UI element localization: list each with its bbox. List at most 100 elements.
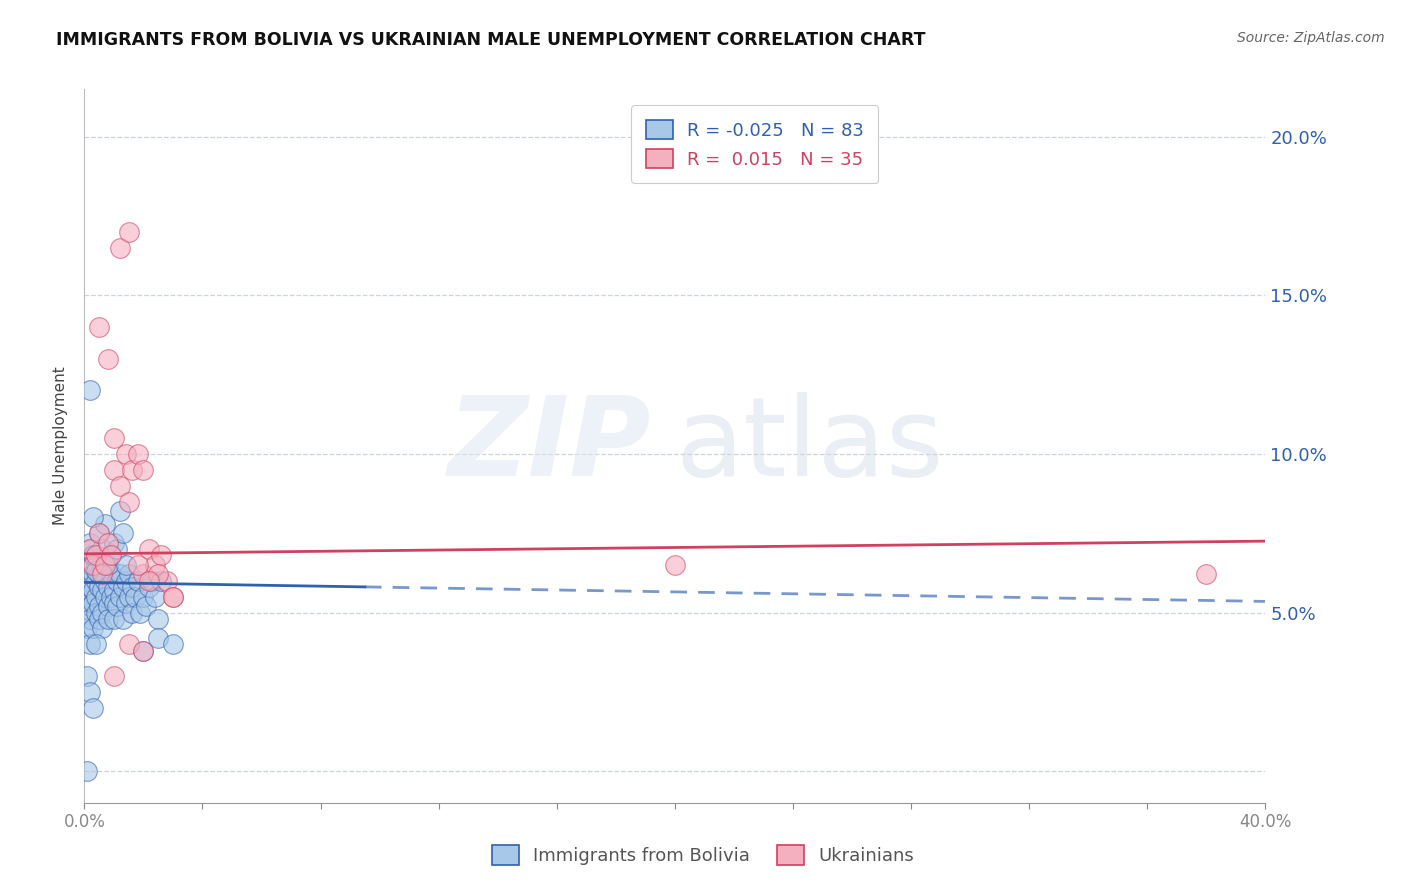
- Point: [105, 542, 128, 557]
- Point: [84, 590, 107, 604]
- Point: [89, 612, 111, 626]
- Legend: R = -0.025   N = 83, R =  0.015   N = 35: R = -0.025 N = 83, R = 0.015 N = 35: [631, 105, 879, 183]
- Point: [76, 669, 98, 683]
- Point: [89, 526, 111, 541]
- Legend: Immigrants from Bolivia, Ukrainians: Immigrants from Bolivia, Ukrainians: [482, 836, 924, 874]
- Point: [91, 621, 114, 635]
- Point: [76, 606, 98, 620]
- Point: [114, 596, 136, 610]
- Y-axis label: Male Unemployment: Male Unemployment: [53, 367, 69, 525]
- Point: [97, 535, 120, 549]
- Point: [79, 685, 101, 699]
- Point: [150, 574, 173, 588]
- Point: [162, 590, 184, 604]
- Point: [82, 549, 104, 563]
- Text: Source: ZipAtlas.com: Source: ZipAtlas.com: [1237, 31, 1385, 45]
- Point: [141, 574, 163, 588]
- Point: [124, 590, 146, 604]
- Point: [94, 574, 117, 588]
- Text: IMMIGRANTS FROM BOLIVIA VS UKRAINIAN MALE UNEMPLOYMENT CORRELATION CHART: IMMIGRANTS FROM BOLIVIA VS UKRAINIAN MAL…: [56, 31, 925, 49]
- Point: [76, 621, 98, 635]
- Point: [105, 599, 128, 614]
- Point: [103, 535, 125, 549]
- Point: [664, 558, 686, 572]
- Point: [121, 580, 143, 594]
- Point: [97, 351, 120, 366]
- Point: [89, 580, 111, 594]
- Point: [79, 384, 101, 398]
- Point: [132, 567, 155, 582]
- Point: [138, 542, 160, 557]
- Point: [111, 580, 134, 594]
- Point: [118, 637, 141, 651]
- Point: [135, 599, 157, 614]
- Point: [132, 463, 155, 477]
- Point: [76, 590, 98, 604]
- Text: ZIP: ZIP: [447, 392, 651, 500]
- Point: [82, 558, 104, 572]
- Point: [1195, 567, 1218, 582]
- Point: [97, 580, 120, 594]
- Point: [79, 637, 101, 651]
- Point: [89, 320, 111, 334]
- Point: [97, 612, 120, 626]
- Point: [143, 590, 166, 604]
- Point: [84, 564, 107, 578]
- Point: [84, 574, 107, 588]
- Point: [79, 558, 101, 572]
- Point: [91, 567, 114, 582]
- Point: [82, 510, 104, 524]
- Point: [91, 564, 114, 578]
- Point: [138, 580, 160, 594]
- Point: [103, 669, 125, 683]
- Point: [97, 558, 120, 572]
- Point: [118, 494, 141, 508]
- Point: [111, 612, 134, 626]
- Point: [127, 558, 149, 572]
- Point: [103, 583, 125, 598]
- Point: [79, 542, 101, 557]
- Point: [82, 700, 104, 714]
- Point: [100, 567, 122, 582]
- Point: [94, 558, 117, 572]
- Point: [103, 612, 125, 626]
- Point: [148, 631, 170, 645]
- Point: [108, 241, 131, 255]
- Point: [82, 567, 104, 582]
- Point: [150, 549, 173, 563]
- Point: [89, 526, 111, 541]
- Point: [84, 637, 107, 651]
- Point: [84, 558, 107, 572]
- Point: [91, 583, 114, 598]
- Point: [89, 567, 111, 582]
- Point: [138, 574, 160, 588]
- Point: [105, 574, 128, 588]
- Point: [114, 558, 136, 572]
- Point: [76, 764, 98, 778]
- Point: [79, 599, 101, 614]
- Point: [82, 583, 104, 598]
- Point: [121, 463, 143, 477]
- Point: [91, 606, 114, 620]
- Point: [100, 549, 122, 563]
- Point: [132, 643, 155, 657]
- Point: [132, 643, 155, 657]
- Text: atlas: atlas: [675, 392, 943, 500]
- Point: [94, 590, 117, 604]
- Point: [118, 567, 141, 582]
- Point: [108, 567, 131, 582]
- Point: [118, 590, 141, 604]
- Point: [103, 596, 125, 610]
- Point: [84, 549, 107, 563]
- Point: [82, 621, 104, 635]
- Point: [79, 535, 101, 549]
- Point: [76, 574, 98, 588]
- Point: [121, 606, 143, 620]
- Point: [103, 463, 125, 477]
- Point: [114, 574, 136, 588]
- Point: [127, 447, 149, 461]
- Point: [108, 478, 131, 492]
- Point: [84, 606, 107, 620]
- Point: [148, 612, 170, 626]
- Point: [94, 516, 117, 531]
